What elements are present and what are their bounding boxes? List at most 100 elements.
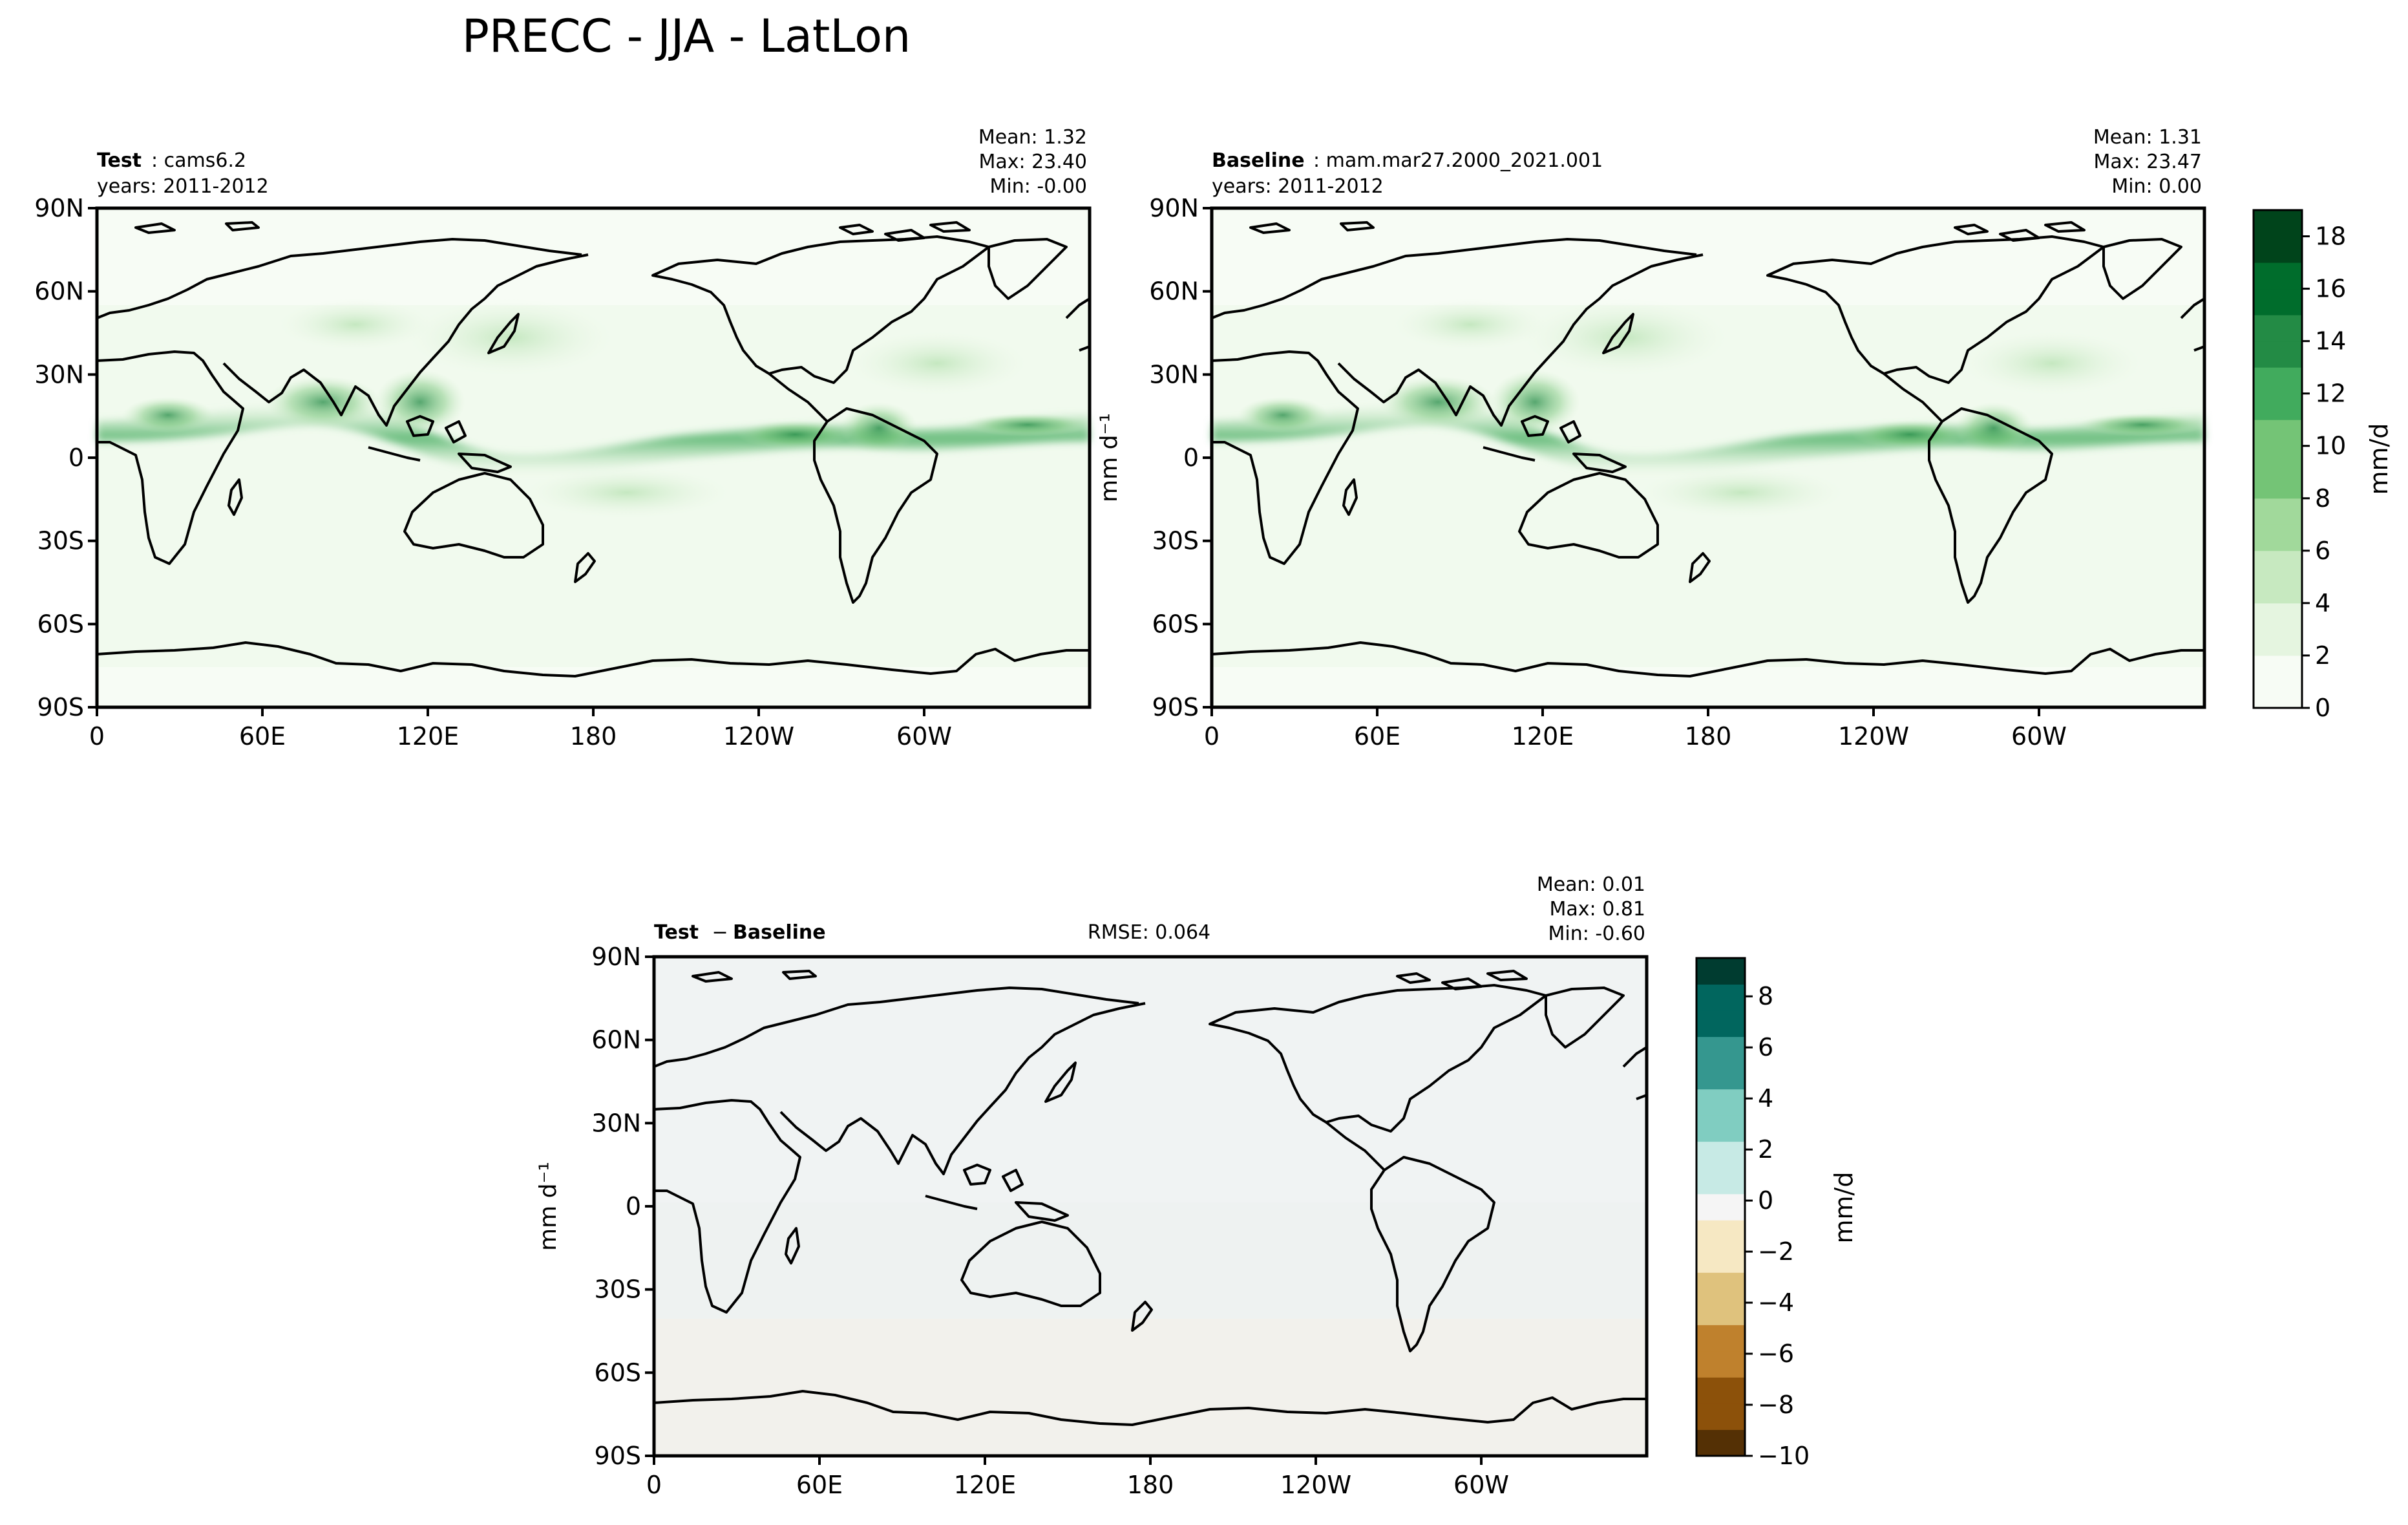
colorbar-step <box>1696 1350 1745 1378</box>
diff-label-a: Test <box>654 921 699 944</box>
lat-tick-label: 0 <box>626 1192 641 1221</box>
colorbar-tick-label: 18 <box>2315 222 2346 251</box>
lat-tick-label: 90N <box>591 943 641 971</box>
colorbar-tick-label: 10 <box>2315 432 2346 460</box>
diff-colorbar-label: mm/d <box>1830 1172 1858 1244</box>
colorbar-step <box>1696 1272 1745 1299</box>
baseline-lon-ticks: 0 60E 120E 180 120W 60W <box>1204 707 2067 751</box>
colorbar-step <box>2254 603 2302 630</box>
lat-tick-label: 30N <box>591 1109 641 1137</box>
colorbar-step <box>2254 445 2302 473</box>
baseline-min: Min: 0.00 <box>2111 175 2202 198</box>
colorbar-step <box>1696 1429 1745 1456</box>
baseline-mean: Mean: 1.31 <box>2093 126 2202 149</box>
diff-ylabel: mm d⁻¹ <box>535 1162 562 1251</box>
colorbar-step <box>2254 681 2302 709</box>
colorbar-tick-label: −6 <box>1758 1339 1794 1368</box>
diff-colorbar-ticks: 8 6 4 2 0 −2 −4 −6 −8 −10 <box>1745 982 1810 1470</box>
colorbar-tick-label: −10 <box>1758 1442 1810 1470</box>
lat-tick-label: 30N <box>1149 360 1199 389</box>
colorbar-step <box>1696 1168 1745 1195</box>
colorbar-step <box>1696 1089 1745 1116</box>
colorbar-tick-label: 8 <box>2315 484 2330 513</box>
lat-tick-label: 30S <box>1152 527 1199 555</box>
diff-lon-ticks: 0 60E 120E 180 120W 60W <box>646 1456 1509 1499</box>
colorbar-step <box>1696 1193 1745 1221</box>
baseline-label-bold: Baseline <box>1212 149 1305 172</box>
precip-colorbar: 18 16 14 12 10 8 6 4 2 0 mm/d <box>2252 209 2393 722</box>
colorbar-step <box>2254 236 2302 263</box>
colorbar-tick-label: −2 <box>1758 1237 1794 1266</box>
lon-tick-label: 180 <box>1685 722 1732 751</box>
lon-tick-label: 0 <box>89 722 105 751</box>
lon-tick-label: 60W <box>2011 722 2067 751</box>
colorbar-step <box>1696 1403 1745 1430</box>
colorbar-tick-label: 0 <box>2315 694 2330 722</box>
lon-tick-label: 120W <box>1838 722 1909 751</box>
colorbar-tick-label: 4 <box>2315 589 2330 617</box>
lon-tick-label: 120E <box>397 722 459 751</box>
lat-tick-label: 60N <box>34 277 84 306</box>
lon-tick-label: 180 <box>1127 1471 1174 1499</box>
lon-tick-label: 120E <box>1512 722 1574 751</box>
colorbar-step <box>2254 629 2302 656</box>
colorbar-step <box>2254 341 2302 368</box>
colorbar-step <box>2254 655 2302 682</box>
diff-rmse: RMSE: 0.064 <box>1088 921 1210 944</box>
diff-min: Min: -0.60 <box>1548 922 1646 945</box>
lon-tick-label: 120W <box>1280 1471 1351 1499</box>
diff-colorbar: 8 6 4 2 0 −2 −4 −6 −8 −10 mm/d <box>1695 957 1858 1470</box>
lon-tick-label: 120E <box>954 1471 1017 1499</box>
colorbar-tick-label: −8 <box>1758 1391 1794 1419</box>
colorbar-step <box>2254 262 2302 290</box>
colorbar-tick-label: 8 <box>1758 982 1773 1010</box>
colorbar-step <box>2254 577 2302 604</box>
baseline-label-text: : mam.mar27.2000_2021.001 <box>1313 149 1603 172</box>
precip-colorbar-ticks: 18 16 14 12 10 8 6 4 2 0 <box>2302 222 2346 722</box>
lat-tick-label: 30S <box>595 1275 641 1304</box>
test-panel: Test : cams6.2 years: 2011-2012 Mean: 1.… <box>34 126 1092 751</box>
precip-colorbar-label: mm/d <box>2365 423 2393 495</box>
lon-tick-label: 0 <box>646 1471 662 1499</box>
lat-tick-label: 0 <box>69 443 84 472</box>
colorbar-tick-label: −4 <box>1758 1288 1794 1317</box>
diff-label-b: Baseline <box>733 921 826 944</box>
colorbar-step <box>1696 1036 1745 1063</box>
colorbar-step <box>1696 1298 1745 1325</box>
diff-panel: Test − Baseline RMSE: 0.064 Mean: 0.01 M… <box>535 873 1649 1499</box>
colorbar-step <box>2254 550 2302 577</box>
test-max: Max: 23.40 <box>978 151 1087 173</box>
colorbar-step <box>2254 393 2302 420</box>
colorbar-step <box>2254 315 2302 342</box>
colorbar-step <box>1696 958 1745 985</box>
lat-tick-label: 90N <box>1149 194 1199 222</box>
test-mean: Mean: 1.32 <box>978 126 1087 149</box>
lon-tick-label: 60E <box>796 1471 843 1499</box>
lat-tick-label: 0 <box>1183 443 1199 472</box>
colorbar-tick-label: 2 <box>2315 641 2330 670</box>
diff-label-sep: − <box>706 921 734 944</box>
diff-mean: Mean: 0.01 <box>1537 873 1645 896</box>
colorbar-tick-label: 6 <box>1758 1033 1773 1061</box>
lat-tick-label: 60N <box>591 1026 641 1054</box>
lat-tick-label: 30N <box>34 360 84 389</box>
colorbar-step <box>1696 984 1745 1011</box>
test-label-text: : cams6.2 <box>151 149 246 172</box>
colorbar-tick-label: 0 <box>1758 1186 1773 1215</box>
test-years: years: 2011-2012 <box>97 175 269 198</box>
lat-tick-label: 60N <box>1149 277 1199 306</box>
diff-colorbar-steps <box>1696 958 1745 1456</box>
diff-lat-ticks: 90N 60N 30N 0 30S 60S 90S <box>591 943 654 1470</box>
lat-tick-label: 90S <box>37 693 84 721</box>
lon-tick-label: 60W <box>1453 1471 1509 1499</box>
baseline-panel: Baseline : mam.mar27.2000_2021.001 years… <box>1096 126 2207 751</box>
baseline-years: years: 2011-2012 <box>1212 175 1384 198</box>
baseline-max: Max: 23.47 <box>2093 151 2202 173</box>
test-map <box>95 206 1092 709</box>
lat-tick-label: 90N <box>34 194 84 222</box>
colorbar-step <box>1696 1010 1745 1038</box>
colorbar-step <box>2254 210 2302 237</box>
test-label-bold: Test <box>97 149 142 172</box>
baseline-lat-ticks: 90N 60N 30N 0 30S 60S 90S <box>1149 194 1212 721</box>
